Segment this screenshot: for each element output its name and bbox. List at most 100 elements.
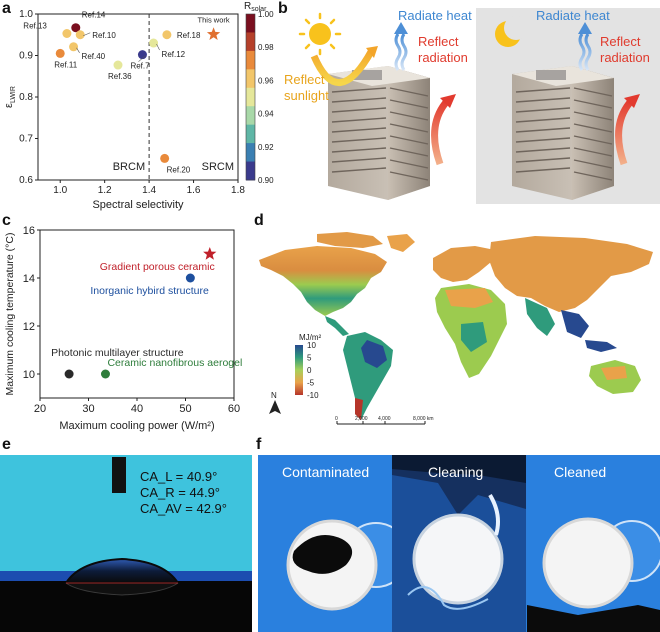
reflect-radiation-label-left-1: Reflect (418, 34, 459, 49)
reflect-sunlight-arrow (310, 48, 376, 87)
data-label: Inorganic hybird structure (90, 285, 209, 297)
x-tick-label: 1.2 (98, 185, 112, 196)
cooling-power-temperature-chart: 20 30 40 50 60 10 12 14 16 Maximum cooling power … (4, 225, 242, 432)
reflect-radiation-label-right-1: Reflect (600, 34, 641, 49)
data-label: Ref.20 (167, 165, 191, 174)
colorbar-segment (246, 69, 255, 89)
data-label: Ref.10 (92, 31, 116, 40)
data-label: Ref.40 (82, 52, 106, 61)
north-label: N (271, 391, 277, 400)
chart-a-colorbar: 1.00 0.98 0.96 0.94 0.92 0.90 Rsolar (244, 1, 274, 185)
data-point-star (206, 27, 221, 40)
colorbar-segment (246, 87, 255, 107)
data-label: Ceramic nanofibrous aerogel (107, 357, 242, 369)
y-tick-label: 0.6 (19, 175, 33, 186)
chart-c-axes: 20 30 40 50 60 10 12 14 16 Maximum cooling power … (4, 225, 240, 432)
region-label-brcm: BRCM (113, 161, 145, 173)
data-label: This work (198, 15, 230, 24)
data-label: Ref.7 (130, 62, 150, 71)
moon-icon (495, 16, 528, 47)
y-axis-label: Maximum cooling temperature (°C) (4, 233, 16, 396)
data-point (149, 38, 159, 48)
colorbar-segment (246, 32, 255, 52)
reflect-radiation-arrow-left (431, 97, 451, 166)
y-tick-label: 10 (23, 369, 35, 381)
y-tick-label: 0.8 (19, 92, 33, 103)
colorbar-segment (246, 124, 255, 144)
reflect-radiation-arrow-right (615, 97, 635, 166)
sun-icon (298, 12, 342, 56)
photo-contaminated: Contaminated (258, 455, 409, 632)
data-point (113, 60, 123, 70)
colorbar-tick: 0.92 (258, 143, 274, 152)
chart-a-axes: 1.0 1.2 1.4 1.6 1.8 0.6 0.7 0.8 0.9 1.0 Spectral s… (3, 9, 245, 211)
leader-line (76, 47, 80, 53)
droplet (64, 557, 180, 584)
map-colorbar-tick: 10 (307, 341, 316, 350)
chart-c-marks: Gradient porous ceramic Inorganic hybird … (51, 247, 242, 379)
reflect-radiation-label-right-2: radiation (600, 50, 650, 65)
colorbar-segment (246, 50, 255, 70)
colorbar-frame (245, 13, 256, 181)
data-label: Ref.13 (23, 22, 47, 31)
x-axis-label: Maximum cooling power (W/m²) (59, 420, 214, 432)
panel-label-f: f (256, 436, 262, 453)
data-label: Ref.18 (177, 31, 201, 40)
ca-right: CA_R = 44.9° (140, 485, 220, 500)
map-colorbar-tick: 5 (307, 354, 312, 363)
panel-label-c: c (2, 212, 11, 229)
cooling-scheme-illustration: Radiate heat Reflect radiation Reflect s… (284, 8, 660, 204)
ca-left: CA_L = 40.9° (140, 469, 217, 484)
x-tick-label: 1.8 (231, 185, 245, 196)
reflect-radiation-label-left-2: radiation (418, 50, 468, 65)
map-colorbar: MJ/m² 10 5 0 -5 -10 (295, 333, 322, 400)
data-point (69, 42, 79, 52)
panel-label-b: b (278, 0, 288, 17)
data-point (64, 369, 74, 379)
scale-tick-0: 0 (335, 416, 338, 422)
x-tick-label: 40 (131, 403, 143, 415)
radiate-heat-arrow-left (394, 33, 408, 71)
selectivity-emissivity-chart: 1.0 1.2 1.4 1.6 1.8 0.6 0.7 0.8 0.9 1.0 Spectral s… (3, 1, 274, 211)
colorbar-segment (246, 161, 255, 181)
data-point (160, 153, 170, 163)
x-tick-label: 60 (228, 403, 240, 415)
y-tick-label: 16 (23, 225, 35, 237)
data-label: Ref.12 (162, 50, 186, 59)
data-label: Ref.11 (54, 60, 78, 69)
x-tick-label: 20 (34, 403, 46, 415)
data-point (162, 30, 172, 40)
scale-tick-1: 2,000 (355, 416, 368, 422)
y-tick-label: 14 (23, 273, 35, 285)
map-colorbar-tick: 0 (307, 366, 312, 375)
europe (433, 246, 495, 282)
photo-cleaned: Cleaned (527, 455, 660, 632)
y-axis-label: εLWIR (3, 86, 17, 108)
data-point (137, 50, 147, 60)
y-tick-label: 12 (23, 321, 35, 333)
colorbar-segment (246, 106, 255, 126)
colorbar-tick: 0.96 (258, 76, 274, 85)
x-tick-label: 30 (82, 403, 94, 415)
radiate-heat-label-left: Radiate heat (398, 8, 472, 23)
north-arrow-icon: N (269, 391, 281, 414)
data-point (75, 30, 85, 40)
panel-label-e: e (2, 436, 11, 453)
chart-a-marks: Ref.13Ref.14Ref.10Ref.40Ref.11Ref.36Ref.… (23, 11, 230, 175)
world-cooling-energy-map: MJ/m² 10 5 0 -5 -10 N 0 2,000 4,000 8,000 km (259, 232, 653, 425)
data-label: Ref.14 (82, 11, 106, 20)
data-point (71, 23, 81, 33)
asia (489, 236, 653, 312)
data-label: Ref.36 (108, 72, 132, 81)
ca-average: CA_AV = 42.9° (140, 501, 227, 516)
y-tick-label: 0.7 (19, 134, 33, 145)
colorbar-tick: 0.90 (258, 176, 274, 185)
colorbar-tick: 0.94 (258, 110, 274, 119)
map-colorbar-tick: -10 (307, 391, 319, 400)
needle (112, 457, 126, 493)
photo-cleaning: Cleaning (392, 455, 526, 632)
x-tick-label: 50 (179, 403, 191, 415)
leader-line (83, 32, 91, 37)
reflect-sunlight-label-2: sunlight (284, 88, 329, 103)
colorbar-label: Rsolar (244, 1, 267, 13)
